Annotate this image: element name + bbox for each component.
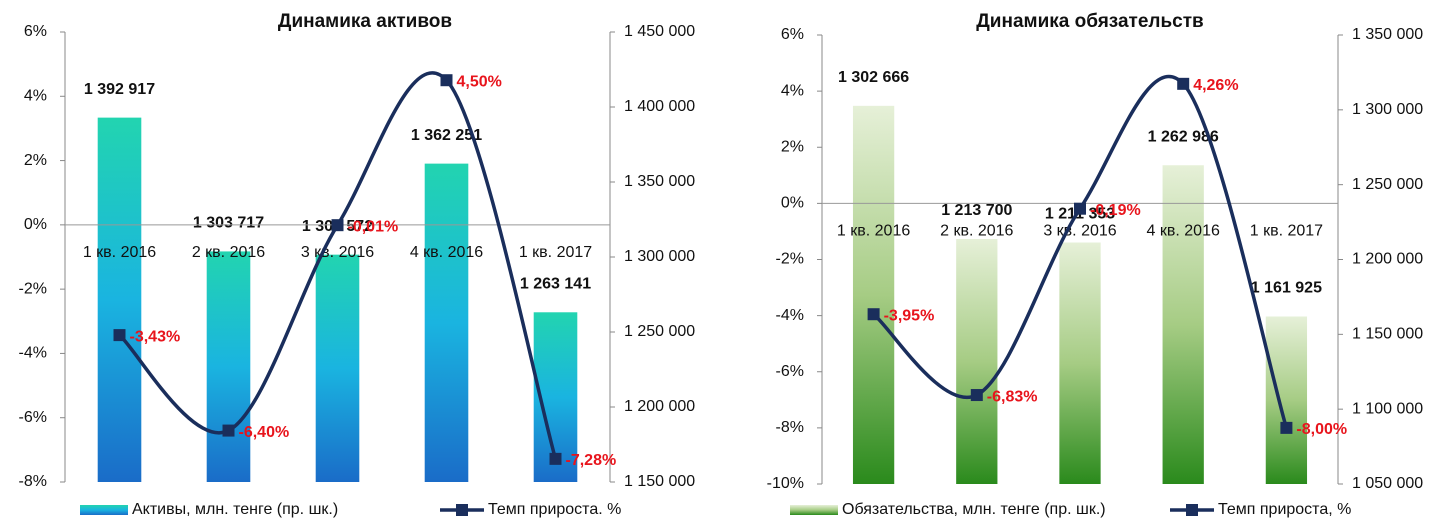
legend-label: Активы, млн. тенге (пр. шк.) bbox=[132, 501, 338, 518]
line-marker bbox=[549, 452, 562, 465]
x-tick-label: 3 кв. 2016 bbox=[301, 244, 374, 261]
y-tick-label: -6% bbox=[19, 409, 47, 426]
x-tick-label: 1 кв. 2016 bbox=[83, 244, 156, 261]
line-marker bbox=[1280, 421, 1293, 434]
bar-label: 1 263 141 bbox=[520, 276, 591, 293]
x-tick-label: 2 кв. 2016 bbox=[940, 223, 1013, 240]
line-marker bbox=[113, 329, 126, 342]
y-tick-label: 2% bbox=[24, 152, 47, 169]
y2-tick-label: 1 350 000 bbox=[1352, 26, 1423, 43]
legend-label: Обязательства, млн. тенге (пр. шк.) bbox=[842, 501, 1106, 518]
bar-label: 1 303 717 bbox=[193, 215, 264, 232]
bar-label: 1 302 666 bbox=[838, 69, 909, 86]
line-label: -6,83% bbox=[987, 388, 1038, 405]
y-tick-label: 4% bbox=[781, 82, 804, 99]
x-tick-label: 1 кв. 2017 bbox=[519, 244, 592, 261]
y-tick-label: 0% bbox=[781, 195, 804, 212]
y-tick-label: -2% bbox=[776, 251, 804, 268]
y-tick-label: -4% bbox=[776, 307, 804, 324]
line-marker bbox=[970, 389, 983, 402]
bar bbox=[315, 254, 360, 482]
bar bbox=[1162, 165, 1204, 484]
y2-tick-label: 1 300 000 bbox=[624, 248, 695, 265]
line-label: 4,50% bbox=[457, 73, 502, 90]
line-marker bbox=[331, 219, 344, 232]
line-label: -3,43% bbox=[130, 328, 181, 345]
bar-label: 1 161 925 bbox=[1251, 280, 1322, 297]
line-label: -3,95% bbox=[884, 307, 935, 324]
legend-label: Темп прироста, % bbox=[1218, 501, 1351, 518]
y2-tick-label: 1 300 000 bbox=[1352, 101, 1423, 118]
y-tick-label: 0% bbox=[24, 216, 47, 233]
line-label: 4,26% bbox=[1193, 77, 1238, 94]
y2-tick-label: 1 350 000 bbox=[624, 173, 695, 190]
bar bbox=[1059, 242, 1101, 484]
legend-swatch bbox=[80, 505, 128, 515]
x-tick-label: 1 кв. 2016 bbox=[837, 223, 910, 240]
y-tick-label: -8% bbox=[776, 419, 804, 436]
line-marker bbox=[1177, 77, 1190, 90]
y2-tick-label: 1 150 000 bbox=[1352, 326, 1423, 343]
line-label: -7,28% bbox=[566, 452, 617, 469]
y2-tick-label: 1 250 000 bbox=[624, 323, 695, 340]
bar bbox=[1265, 316, 1308, 484]
line bbox=[872, 74, 1289, 429]
x-tick-label: 4 кв. 2016 bbox=[410, 244, 483, 261]
bar bbox=[852, 105, 895, 484]
y2-tick-label: 1 200 000 bbox=[1352, 251, 1423, 268]
y-tick-label: -2% bbox=[19, 280, 47, 297]
x-tick-label: 4 кв. 2016 bbox=[1147, 223, 1220, 240]
legend-marker bbox=[1186, 504, 1198, 516]
line-label: -0,01% bbox=[348, 218, 399, 235]
line-label: -6,40% bbox=[239, 424, 290, 441]
y2-tick-label: 1 400 000 bbox=[624, 98, 695, 115]
legend-marker bbox=[456, 504, 468, 516]
x-tick-label: 2 кв. 2016 bbox=[192, 244, 265, 261]
x-tick-label: 1 кв. 2017 bbox=[1250, 223, 1323, 240]
bar bbox=[424, 163, 469, 482]
line-marker bbox=[867, 308, 880, 321]
line-marker bbox=[1074, 202, 1086, 215]
y-tick-label: 4% bbox=[24, 88, 47, 105]
y-tick-label: -10% bbox=[767, 475, 804, 492]
y-tick-label: -4% bbox=[19, 345, 47, 362]
line-marker bbox=[222, 424, 235, 437]
line-label: -8,00% bbox=[1296, 421, 1347, 438]
legend-swatch bbox=[790, 505, 838, 515]
line bbox=[118, 71, 558, 460]
bar bbox=[956, 238, 998, 484]
y-tick-label: 6% bbox=[781, 26, 804, 43]
y-tick-label: -6% bbox=[776, 363, 804, 380]
chart-title: Динамика активов bbox=[278, 11, 452, 32]
bar-label: 1 362 251 bbox=[411, 127, 482, 144]
x-tick-label: 3 кв. 2016 bbox=[1043, 223, 1116, 240]
bar-label: 1 213 700 bbox=[941, 202, 1012, 219]
line-label: -0,19% bbox=[1090, 202, 1141, 219]
line-marker bbox=[440, 74, 453, 87]
bar-label: 1 262 986 bbox=[1148, 128, 1219, 145]
legend-label: Темп прироста. % bbox=[488, 501, 621, 518]
bar-label: 1 392 917 bbox=[84, 81, 155, 98]
y-tick-label: 6% bbox=[24, 23, 47, 40]
y2-tick-label: 1 450 000 bbox=[624, 23, 695, 40]
y2-tick-label: 1 100 000 bbox=[1352, 400, 1423, 417]
y-tick-label: 2% bbox=[781, 138, 804, 155]
y-tick-label: -8% bbox=[19, 473, 47, 490]
bar bbox=[206, 251, 251, 482]
bar bbox=[97, 117, 142, 482]
y2-tick-label: 1 050 000 bbox=[1352, 475, 1423, 492]
chart-title: Динамика обязательств bbox=[976, 11, 1203, 32]
y2-tick-label: 1 150 000 bbox=[624, 473, 695, 490]
y2-tick-label: 1 250 000 bbox=[1352, 176, 1423, 193]
y2-tick-label: 1 200 000 bbox=[624, 398, 695, 415]
